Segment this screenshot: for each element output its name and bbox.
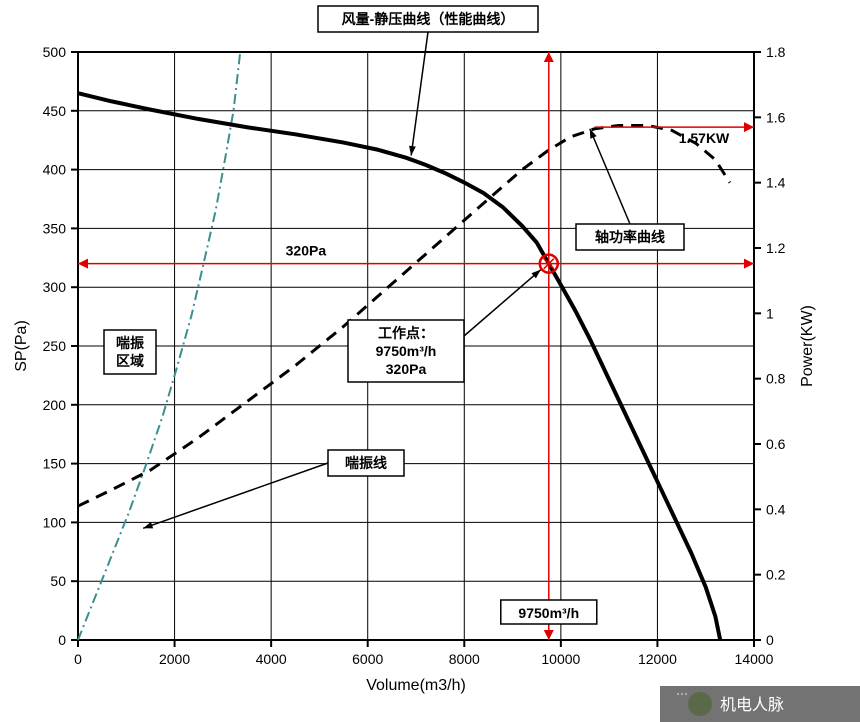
x-tick-label: 4000 bbox=[256, 651, 287, 667]
yr-tick-label: 1.8 bbox=[766, 44, 786, 60]
title-arrow bbox=[411, 32, 428, 155]
x-tick-label: 12000 bbox=[638, 651, 677, 667]
yr-tick-label: 0.8 bbox=[766, 371, 786, 387]
op-box-l1: 工作点： bbox=[378, 325, 434, 341]
power-label-text: 轴功率曲线 bbox=[595, 229, 665, 245]
yr-tick-label: 1.6 bbox=[766, 109, 786, 125]
yl-tick-label: 200 bbox=[43, 397, 67, 413]
yl-tick-label: 150 bbox=[43, 456, 67, 472]
marker-arrow bbox=[78, 259, 88, 269]
yr-tick-label: 1 bbox=[766, 305, 774, 321]
x-tick-label: 6000 bbox=[352, 651, 383, 667]
x-tick-label: 0 bbox=[74, 651, 82, 667]
sp-value-text: 320Pa bbox=[286, 243, 327, 259]
yr-tick-label: 0.2 bbox=[766, 567, 786, 583]
y-right-label: Power(KW) bbox=[799, 305, 816, 387]
fan-chart: 0200040006000800010000120001400005010015… bbox=[0, 0, 860, 722]
yl-tick-label: 0 bbox=[58, 632, 66, 648]
yr-tick-label: 1.4 bbox=[766, 175, 786, 191]
yl-tick-label: 300 bbox=[43, 279, 67, 295]
title-arrow-head bbox=[409, 146, 416, 156]
yl-tick-label: 450 bbox=[43, 103, 67, 119]
x-tick-label: 14000 bbox=[735, 651, 774, 667]
power-curve bbox=[78, 126, 730, 507]
yl-tick-label: 350 bbox=[43, 220, 67, 236]
op-box-l3: 320Pa bbox=[386, 361, 427, 377]
yr-tick-label: 0.4 bbox=[766, 501, 786, 517]
yr-tick-label: 0.6 bbox=[766, 436, 786, 452]
op-arrow bbox=[464, 270, 541, 336]
yl-tick-label: 100 bbox=[43, 514, 67, 530]
marker-arrow bbox=[544, 52, 554, 62]
power-arrow bbox=[590, 129, 630, 224]
title-box-text: 风量-静压曲线（性能曲线） bbox=[342, 11, 515, 27]
marker-arrow bbox=[744, 122, 754, 132]
op-box-l2: 9750m³/h bbox=[376, 343, 437, 359]
y-left-label: SP(Pa) bbox=[13, 320, 30, 372]
yr-tick-label: 1.2 bbox=[766, 240, 786, 256]
x-axis-label: Volume(m3/h) bbox=[366, 677, 466, 694]
x-tick-label: 2000 bbox=[159, 651, 190, 667]
watermark: 机电人脉 bbox=[660, 686, 860, 722]
yl-tick-label: 400 bbox=[43, 162, 67, 178]
yr-tick-label: 0 bbox=[766, 632, 774, 648]
power-value-text: 1.57KW bbox=[679, 130, 730, 146]
x-tick-label: 8000 bbox=[449, 651, 480, 667]
surge-zone-l1: 喘振 bbox=[116, 335, 144, 351]
yl-tick-label: 250 bbox=[43, 338, 67, 354]
yl-tick-label: 50 bbox=[50, 573, 66, 589]
vol-value-text: 9750m³/h bbox=[518, 605, 579, 621]
surge-zone-l2: 区域 bbox=[116, 353, 144, 369]
marker-arrow bbox=[744, 259, 754, 269]
svg-text:机电人脉: 机电人脉 bbox=[720, 696, 784, 714]
chart-svg: 0200040006000800010000120001400005010015… bbox=[0, 0, 860, 722]
surge-label-text: 喘振线 bbox=[345, 455, 387, 471]
yl-tick-label: 500 bbox=[43, 44, 67, 60]
x-tick-label: 10000 bbox=[541, 651, 580, 667]
marker-arrow bbox=[544, 630, 554, 640]
surge-arrow bbox=[143, 463, 328, 528]
